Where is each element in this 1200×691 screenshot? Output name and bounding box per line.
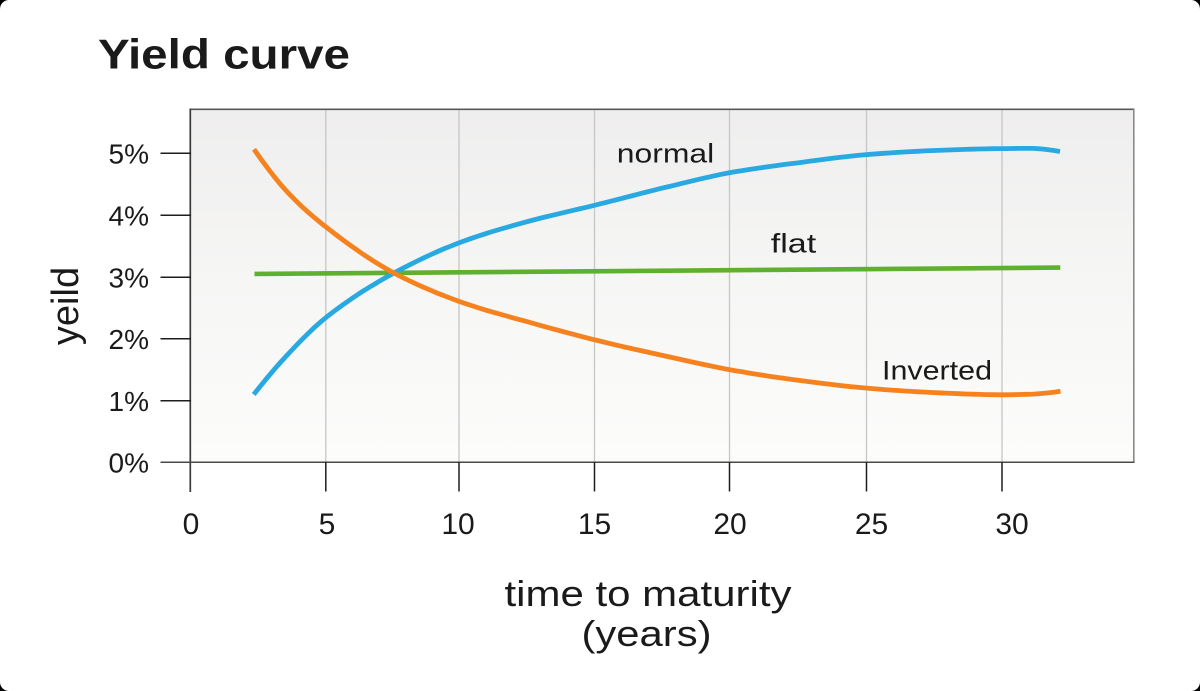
svg-text:Inverted: Inverted xyxy=(882,356,992,386)
svg-text:5: 5 xyxy=(319,508,336,541)
svg-text:(years): (years) xyxy=(582,613,712,654)
svg-text:4%: 4% xyxy=(109,200,149,231)
svg-text:time to maturity: time to maturity xyxy=(505,573,792,614)
svg-text:0%: 0% xyxy=(109,447,149,478)
svg-text:15: 15 xyxy=(578,508,611,541)
svg-text:25: 25 xyxy=(855,508,888,541)
svg-text:flat: flat xyxy=(771,229,817,259)
svg-text:10: 10 xyxy=(441,508,474,541)
svg-text:20: 20 xyxy=(713,508,746,541)
svg-text:normal: normal xyxy=(617,139,715,169)
svg-text:5%: 5% xyxy=(109,138,149,169)
svg-text:30: 30 xyxy=(995,508,1028,541)
svg-text:1%: 1% xyxy=(109,386,149,417)
svg-text:Yield curve: Yield curve xyxy=(98,31,350,78)
svg-text:3%: 3% xyxy=(109,262,149,293)
svg-text:0: 0 xyxy=(183,508,200,541)
svg-text:2%: 2% xyxy=(109,324,149,355)
svg-text:yeild: yeild xyxy=(45,267,87,345)
